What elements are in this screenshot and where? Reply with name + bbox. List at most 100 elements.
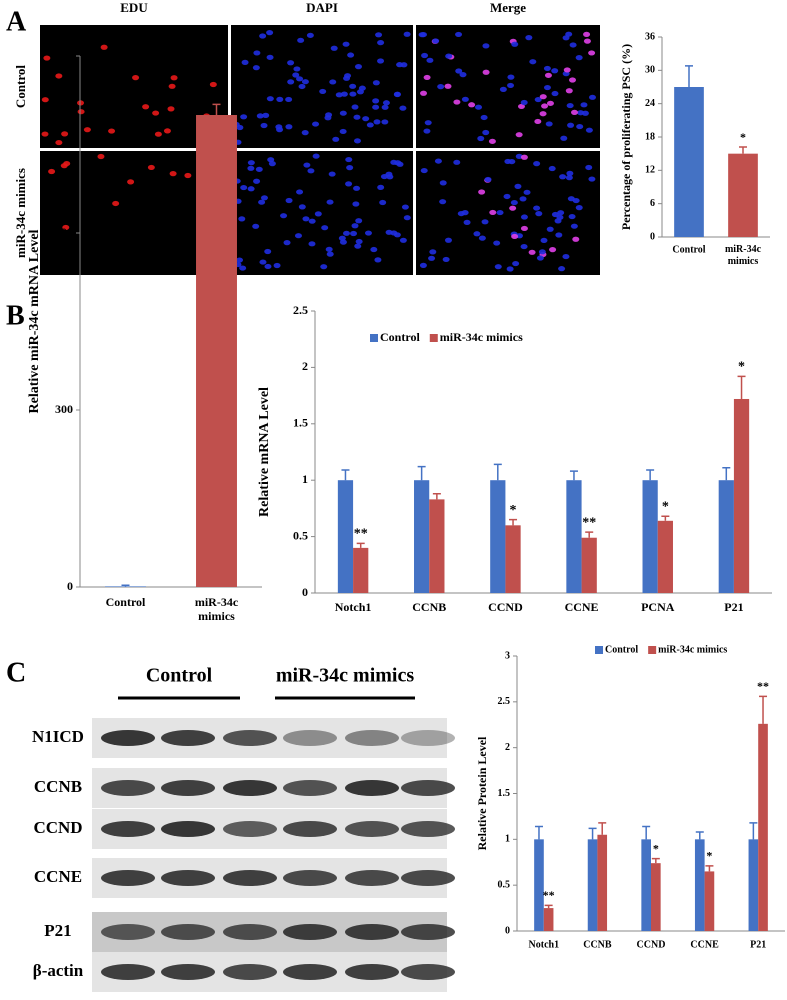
nucleus	[520, 243, 528, 250]
blot-band	[401, 821, 455, 837]
error-bar	[651, 857, 660, 864]
significance: *	[740, 130, 746, 144]
nucleus	[459, 72, 467, 78]
significance: *	[653, 841, 659, 855]
micrograph	[416, 151, 600, 275]
nucleus	[293, 66, 301, 72]
bar	[694, 839, 705, 931]
y-tick-label: 12	[645, 165, 655, 176]
protein-label: P21	[44, 921, 71, 940]
nucleus	[381, 104, 389, 110]
nucleus	[543, 65, 551, 72]
nucleus	[358, 85, 366, 91]
nucleus	[43, 55, 51, 61]
blot-band	[401, 870, 455, 886]
nucleus	[264, 263, 272, 270]
y-axis-label: Percentage of proliferating PSC (%)	[619, 44, 633, 230]
nucleus	[538, 249, 546, 255]
nucleus	[403, 31, 411, 37]
y-tick-label: 0	[505, 925, 510, 936]
nucleus	[517, 103, 525, 110]
blot-band	[401, 924, 455, 940]
nucleus	[394, 160, 402, 166]
error-bar	[759, 695, 768, 724]
nucleus	[549, 247, 557, 253]
blot-band	[283, 780, 337, 796]
nucleus	[326, 251, 334, 257]
nucleus	[512, 260, 520, 267]
blot-band	[345, 870, 399, 886]
bar	[581, 537, 597, 593]
y-tick-label: 3	[505, 650, 510, 661]
blot-band	[161, 964, 215, 980]
nucleus	[577, 110, 585, 116]
nucleus	[301, 130, 309, 136]
nucleus	[340, 91, 348, 97]
nucleus	[351, 104, 359, 110]
nucleus	[372, 98, 380, 104]
nucleus	[292, 72, 300, 78]
nucleus	[349, 91, 357, 97]
blot-band	[283, 870, 337, 886]
nucleus	[154, 131, 162, 137]
nucleus	[240, 114, 248, 120]
x-tick-label: CCNE	[690, 939, 719, 950]
blot-band	[223, 870, 277, 886]
nucleus	[273, 262, 281, 269]
nucleus	[61, 131, 69, 137]
nucleus	[528, 249, 536, 255]
x-tick-label: P21	[750, 939, 766, 950]
error-bar	[695, 831, 704, 840]
nucleus	[575, 205, 583, 211]
nucleus	[127, 179, 135, 185]
error-bar	[661, 515, 670, 521]
nucleus	[344, 73, 352, 79]
nucleus	[539, 94, 547, 100]
nucleus	[439, 199, 447, 205]
blot-band	[345, 964, 399, 980]
nucleus	[566, 102, 574, 109]
nucleus	[585, 127, 593, 133]
nucleus	[453, 159, 461, 165]
nucleus	[546, 226, 554, 232]
nucleus	[506, 266, 514, 272]
nucleus	[386, 174, 394, 180]
nucleus	[330, 45, 338, 51]
nucleus	[296, 189, 304, 195]
nucleus	[563, 67, 571, 73]
nucleus	[566, 170, 574, 176]
nucleus	[493, 240, 501, 246]
blot-band	[283, 730, 337, 746]
nucleus	[583, 38, 591, 44]
nucleus	[423, 74, 431, 81]
nucleus	[421, 52, 429, 59]
nucleus	[306, 32, 314, 38]
bar	[566, 480, 582, 593]
nucleus	[551, 90, 559, 97]
nucleus	[252, 223, 260, 229]
bar	[337, 480, 354, 593]
nucleus	[478, 189, 486, 195]
legend-swatch	[648, 646, 657, 654]
group-label: Control	[146, 665, 213, 687]
nucleus	[520, 214, 528, 220]
nucleus	[339, 239, 347, 245]
blot-band	[345, 730, 399, 746]
nucleus	[259, 33, 267, 39]
legend-label: miR-34c mimics	[658, 644, 727, 655]
y-tick-label: 300	[55, 402, 73, 416]
nucleus	[482, 43, 490, 49]
y-tick-label: 2	[302, 359, 308, 373]
blot-band	[161, 780, 215, 796]
legend-swatch	[370, 334, 378, 342]
nucleus	[499, 86, 507, 92]
nucleus	[401, 204, 409, 210]
nucleus	[252, 65, 260, 71]
nucleus	[543, 84, 551, 91]
y-tick-label: 0.5	[498, 879, 511, 890]
nucleus	[303, 162, 311, 168]
blot-band	[101, 821, 155, 837]
nucleus	[565, 175, 573, 181]
error-bar	[737, 375, 746, 399]
